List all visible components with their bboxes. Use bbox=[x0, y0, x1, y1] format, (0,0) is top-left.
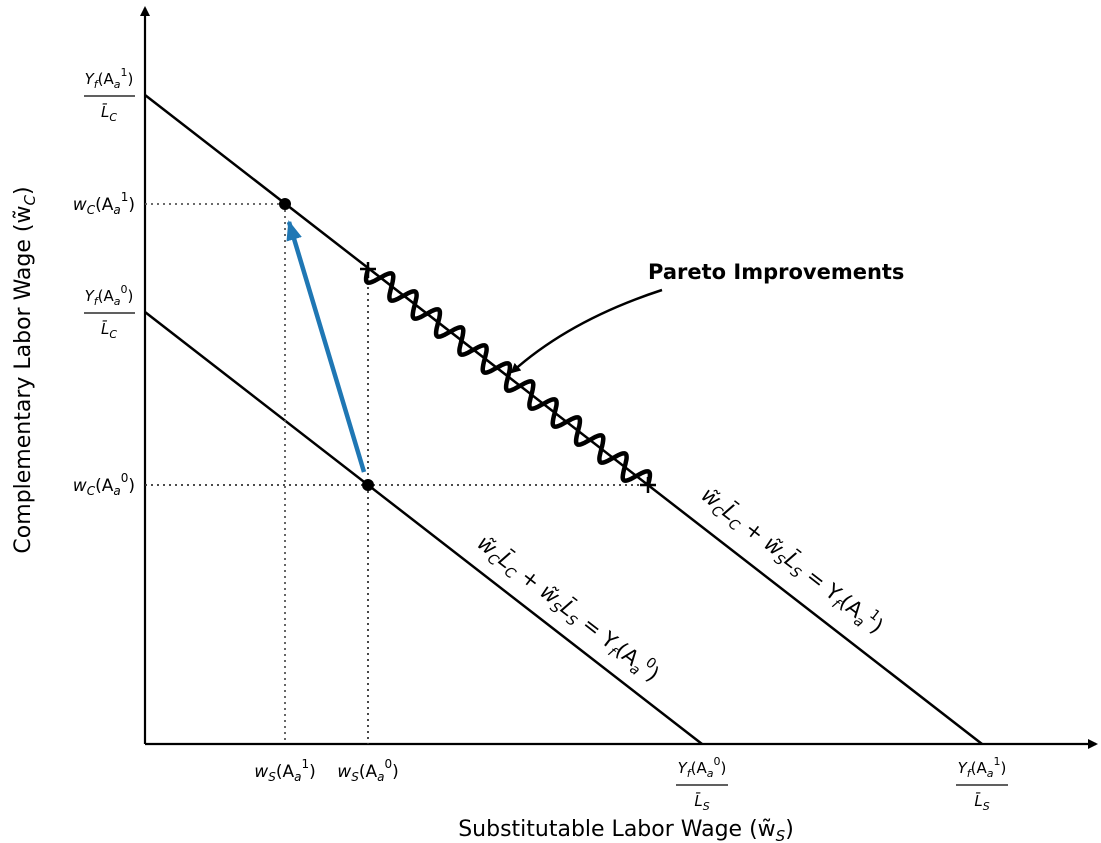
pareto-pointer-arrow bbox=[510, 288, 663, 374]
x-tick-ws-0: wS(Aa0) bbox=[337, 757, 398, 784]
y-tick-yf1-over-lc: Yf(Aa1) L̄C bbox=[84, 66, 135, 124]
svg-text:Yf(Aa0): Yf(Aa0) bbox=[85, 283, 134, 308]
y-tick-wc-0: wC(Aa0) bbox=[73, 471, 135, 498]
budget-line-initial bbox=[144, 311, 703, 745]
x-axis-label: Substitutable Labor Wage (w̃S) bbox=[458, 817, 794, 843]
svg-text:wC(Aa0): wC(Aa0) bbox=[73, 471, 135, 498]
budget-line-new bbox=[144, 94, 983, 745]
svg-text:Yf(Aa1): Yf(Aa1) bbox=[85, 66, 134, 91]
svg-text:Yf(Aa0): Yf(Aa0) bbox=[678, 755, 727, 780]
shift-arrow bbox=[286, 220, 367, 473]
y-axis-label: Complementary Labor Wage (w̃C) bbox=[11, 186, 39, 553]
x-tick-yf1-over-ls: Yf(Aa1) L̄S bbox=[956, 755, 1008, 813]
svg-text:L̄S: L̄S bbox=[694, 791, 709, 813]
y-tick-yf0-over-lc: Yf(Aa0) L̄C bbox=[84, 283, 135, 341]
svg-text:L̄S: L̄S bbox=[974, 791, 989, 813]
pareto-label: Pareto Improvements bbox=[648, 260, 904, 284]
svg-text:Yf(Aa1): Yf(Aa1) bbox=[958, 755, 1007, 780]
point-new bbox=[279, 198, 291, 210]
pareto-improvement-squiggle bbox=[363, 268, 653, 486]
svg-text:L̄C: L̄C bbox=[101, 102, 117, 124]
svg-text:wS(Aa0): wS(Aa0) bbox=[337, 757, 398, 784]
svg-text:wS(Aa1): wS(Aa1) bbox=[254, 757, 315, 784]
equation-label-initial: w̃CL̄C + w̃SL̄S = Yf(Aa0) bbox=[470, 528, 665, 689]
x-tick-yf0-over-ls: Yf(Aa0) L̄S bbox=[676, 755, 728, 813]
y-tick-wc-1: wC(Aa1) bbox=[73, 190, 135, 217]
svg-text:L̄C: L̄C bbox=[101, 319, 117, 341]
point-initial bbox=[362, 479, 374, 491]
svg-text:wC(Aa1): wC(Aa1) bbox=[73, 190, 135, 217]
equation-label-new: w̃CL̄C + w̃SL̄S = Yf(Aa1) bbox=[694, 480, 889, 641]
x-tick-ws-1: wS(Aa1) bbox=[254, 757, 315, 784]
